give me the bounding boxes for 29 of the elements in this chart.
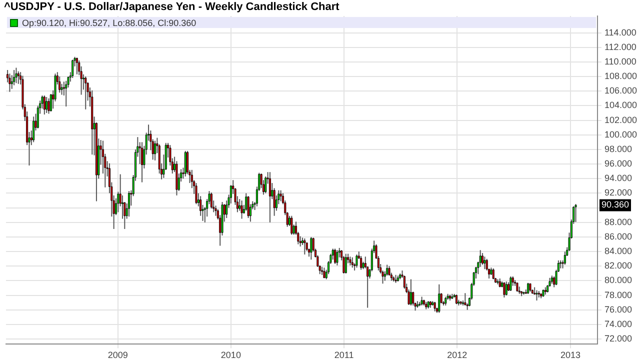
- y-tick-label: 94.000: [604, 173, 632, 184]
- y-tick-label: 112.000: [604, 42, 636, 52]
- y-tick-label: 102.000: [604, 114, 638, 125]
- y-tick-label: 76.000: [604, 304, 632, 314]
- y-tick-label: 78.000: [604, 290, 632, 300]
- y-tick-label: 108.000: [604, 71, 638, 82]
- y-tick-label: 86.000: [604, 231, 632, 242]
- y-tick-label: 88.000: [604, 216, 632, 227]
- x-tick-label: 2011: [334, 350, 354, 360]
- annotation: 90.360: [601, 200, 629, 210]
- y-tick-label: 80.000: [604, 275, 632, 286]
- y-tick-label: 106.000: [604, 86, 638, 96]
- y-tick-label: 82.000: [604, 260, 632, 271]
- y-tick-label: 100.000: [604, 129, 638, 140]
- x-tick-label: 2013: [560, 350, 581, 360]
- y-tick-label: 72.000: [604, 334, 632, 344]
- y-tick-label: 114.000: [604, 27, 636, 38]
- y-tick-label: 92.000: [604, 188, 632, 198]
- x-tick-label: 2009: [108, 350, 128, 360]
- y-tick-label: 74.000: [604, 318, 632, 329]
- legend-label: Op:90.120, Hi:90.527, Lo:88.056, Cl:90.360: [22, 18, 196, 28]
- y-tick-label: 96.000: [604, 158, 632, 169]
- chart-title: ^USDJPY - U.S. Dollar/Japanese Yen - Weekly Candlestick Chart: [4, 1, 340, 13]
- y-tick-label: 104.000: [604, 100, 638, 110]
- y-tick-label: 98.000: [604, 144, 632, 154]
- y-tick-label: 110.000: [604, 56, 636, 66]
- y-tick-label: 84.000: [604, 246, 632, 256]
- x-tick-label: 2010: [220, 350, 241, 360]
- x-tick-label: 2012: [447, 350, 468, 360]
